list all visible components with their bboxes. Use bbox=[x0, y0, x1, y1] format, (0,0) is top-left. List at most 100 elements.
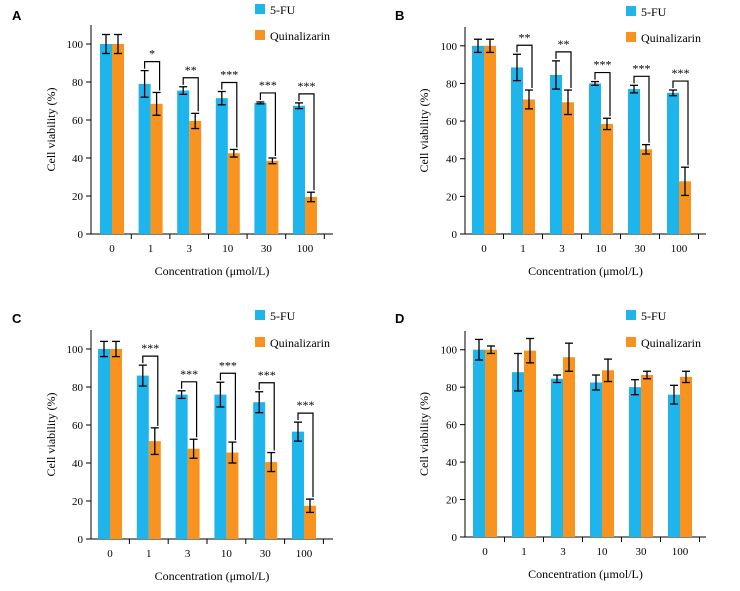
y-tick-label: 100 bbox=[441, 41, 458, 53]
bar-5fu bbox=[589, 83, 601, 234]
significance-label: *** bbox=[633, 61, 651, 75]
x-tick-label: 10 bbox=[221, 548, 233, 560]
significance-bracket bbox=[555, 51, 572, 89]
bar-5fu bbox=[293, 105, 305, 234]
bar-quinalizarin bbox=[112, 44, 124, 234]
legend-label-quinalizarin: Quinalizarin bbox=[270, 336, 330, 350]
bar-quinalizarin bbox=[563, 357, 575, 537]
y-tick-label: 60 bbox=[446, 116, 458, 128]
bar-5fu bbox=[590, 382, 602, 537]
bar-5fu bbox=[136, 375, 149, 539]
significance-bracket bbox=[258, 382, 275, 451]
significance-label: *** bbox=[141, 341, 159, 355]
bar-5fu bbox=[511, 67, 523, 234]
bar-5fu bbox=[629, 387, 641, 537]
legend-swatch-quinalizarin bbox=[255, 337, 265, 347]
bar-quinalizarin bbox=[679, 181, 691, 234]
panel-letter: C bbox=[12, 311, 22, 326]
bar-5fu bbox=[177, 90, 190, 234]
y-tick-label: 80 bbox=[72, 382, 84, 394]
legend-swatch-5fu bbox=[626, 6, 636, 16]
significance-bracket bbox=[516, 44, 533, 89]
x-tick-label: 30 bbox=[635, 243, 647, 255]
y-tick-label: 40 bbox=[72, 153, 84, 165]
bar-5fu bbox=[628, 89, 640, 234]
significance-label: ** bbox=[185, 63, 197, 77]
legend-swatch-5fu bbox=[255, 310, 265, 320]
bar-quinalizarin bbox=[265, 462, 278, 539]
bar-quinalizarin bbox=[187, 448, 200, 539]
bar-5fu bbox=[100, 44, 112, 234]
bar-quinalizarin bbox=[524, 350, 536, 537]
panel-c: C 0 20 40 60 80 100 Cell viability (%) 0 1 *** 3 ***… bbox=[12, 309, 333, 583]
significance-bracket bbox=[142, 355, 159, 426]
y-tick-label: 80 bbox=[72, 77, 84, 89]
panel-d: D 0 20 40 60 80 100 Cell viability (%) 0 1 3 10 30 10… bbox=[395, 309, 706, 581]
bar-5fu bbox=[138, 83, 151, 235]
bar-quinalizarin bbox=[523, 99, 535, 234]
y-tick-label: 0 bbox=[452, 229, 458, 241]
y-tick-label: 40 bbox=[446, 457, 458, 469]
bar-quinalizarin bbox=[304, 505, 316, 539]
legend: 5-FU Quinalizarin bbox=[626, 5, 701, 45]
bar-quinalizarin bbox=[189, 120, 202, 234]
panel-a: A 0 20 40 60 80 100 Cell viability (%) 0 1 * 3 ** 10 *… bbox=[12, 3, 333, 278]
x-tick-label: 100 bbox=[297, 243, 314, 255]
significance-label: ** bbox=[558, 37, 570, 51]
bar-quinalizarin bbox=[484, 45, 496, 235]
y-tick-label: 20 bbox=[446, 191, 458, 203]
panel-letter: B bbox=[395, 8, 404, 23]
significance-label: *** bbox=[298, 79, 316, 93]
y-tick-label: 40 bbox=[446, 154, 458, 166]
legend-label-quinalizarin: Quinalizarin bbox=[270, 29, 330, 43]
y-axis-title: Cell viability (%) bbox=[417, 89, 431, 173]
legend-swatch-5fu bbox=[626, 310, 636, 320]
bar-5fu bbox=[292, 431, 304, 539]
y-tick-label: 20 bbox=[446, 495, 458, 507]
significance-bracket bbox=[144, 60, 161, 91]
significance-label: *** bbox=[259, 78, 277, 92]
bar-5fu bbox=[175, 394, 188, 539]
x-tick-label: 0 bbox=[482, 546, 488, 558]
legend-swatch-5fu bbox=[255, 4, 265, 14]
x-axis-title: Concentration (μmol/L) bbox=[528, 264, 643, 278]
y-tick-label: 20 bbox=[72, 496, 84, 508]
significance-bracket bbox=[221, 81, 238, 148]
y-tick-label: 20 bbox=[72, 191, 84, 203]
legend: 5-FU Quinalizarin bbox=[255, 309, 330, 350]
x-tick-label: 3 bbox=[559, 243, 565, 255]
bar-quinalizarin bbox=[148, 441, 161, 539]
legend-label-5fu: 5-FU bbox=[641, 309, 667, 323]
legend-swatch-quinalizarin bbox=[626, 32, 636, 42]
bar-5fu bbox=[98, 349, 110, 539]
x-tick-label: 0 bbox=[481, 243, 487, 255]
significance-label: * bbox=[149, 47, 155, 61]
x-tick-label: 1 bbox=[148, 243, 154, 255]
y-axis-title: Cell viability (%) bbox=[44, 393, 58, 477]
x-tick-label: 10 bbox=[596, 243, 608, 255]
y-tick-label: 60 bbox=[72, 115, 84, 127]
y-tick-label: 100 bbox=[67, 39, 84, 51]
significance-label: *** bbox=[594, 58, 612, 72]
bar-quinalizarin bbox=[641, 375, 653, 537]
significance-label: *** bbox=[180, 367, 198, 381]
bar-quinalizarin bbox=[485, 349, 497, 537]
significance-bracket bbox=[181, 381, 198, 438]
panel-b: B 0 20 40 60 80 100 Cell viability (%) 0 1 ** 3 ** 10… bbox=[395, 5, 706, 278]
x-tick-label: 100 bbox=[672, 546, 689, 558]
x-tick-label: 0 bbox=[107, 548, 113, 560]
y-tick-label: 0 bbox=[78, 229, 84, 241]
y-tick-label: 60 bbox=[446, 420, 458, 432]
bar-5fu bbox=[215, 98, 228, 235]
legend-swatch-quinalizarin bbox=[255, 30, 265, 40]
significance-label: *** bbox=[220, 68, 238, 82]
y-axis-title: Cell viability (%) bbox=[44, 88, 58, 172]
y-tick-label: 40 bbox=[72, 458, 84, 470]
bar-5fu bbox=[668, 394, 680, 537]
legend: 5-FU Quinalizarin bbox=[255, 3, 330, 43]
panel-letter: A bbox=[12, 8, 22, 23]
significance-label: *** bbox=[219, 358, 237, 372]
bar-5fu bbox=[550, 74, 562, 235]
x-tick-label: 0 bbox=[109, 243, 115, 255]
x-tick-label: 3 bbox=[186, 243, 192, 255]
